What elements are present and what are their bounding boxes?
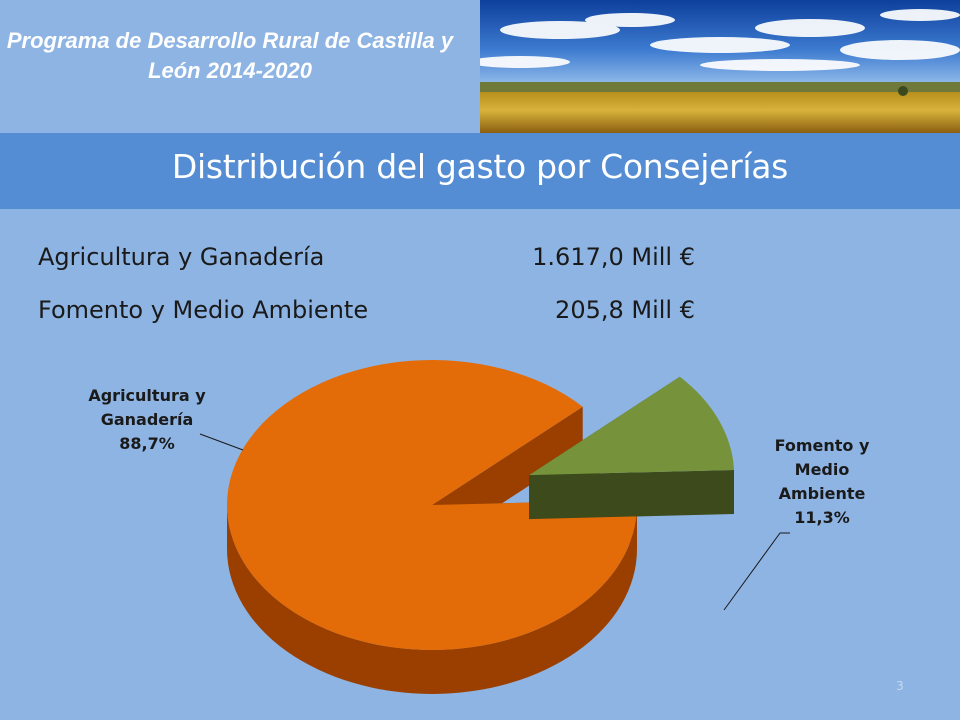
- program-title: Programa de Desarrollo Rural de Castilla…: [6, 28, 454, 83]
- spending-value-fomento: 205,8 Mill €: [555, 296, 695, 324]
- pie-label-fomento: Fomento y Medio Ambiente 11,3%: [775, 436, 870, 527]
- pie-slices: [226, 359, 734, 694]
- pie-slice-top: [226, 359, 637, 650]
- page-number: 3: [896, 679, 904, 693]
- pie-chart: Agricultura y Ganadería 88,7% Fomento y Medi…: [88, 359, 870, 694]
- spending-label-fomento: Fomento y Medio Ambiente: [38, 296, 369, 324]
- pie-slice-wall: [529, 470, 734, 520]
- title-band: [0, 133, 960, 209]
- leader-line-fomento: [723, 532, 790, 611]
- pie-slice-1: [529, 376, 734, 520]
- pie-slice-top: [529, 376, 734, 476]
- pie-slice-0: [226, 359, 637, 694]
- header-panel: [0, 0, 480, 133]
- spending-label-agricultura: Agricultura y Ganadería: [38, 243, 325, 271]
- pie-label-agricultura: Agricultura y Ganadería 88,7%: [88, 386, 206, 453]
- pie-slice-side: [227, 505, 637, 694]
- spending-value-agricultura: 1.617,0 Mill €: [532, 243, 695, 271]
- leader-line-agricultura: [199, 433, 244, 451]
- slide-title: Distribución del gasto por Consejerías: [171, 147, 789, 186]
- wheat-field-photo: [480, 0, 960, 133]
- pie-labels: Agricultura y Ganadería 88,7% Fomento y Medi…: [88, 386, 870, 611]
